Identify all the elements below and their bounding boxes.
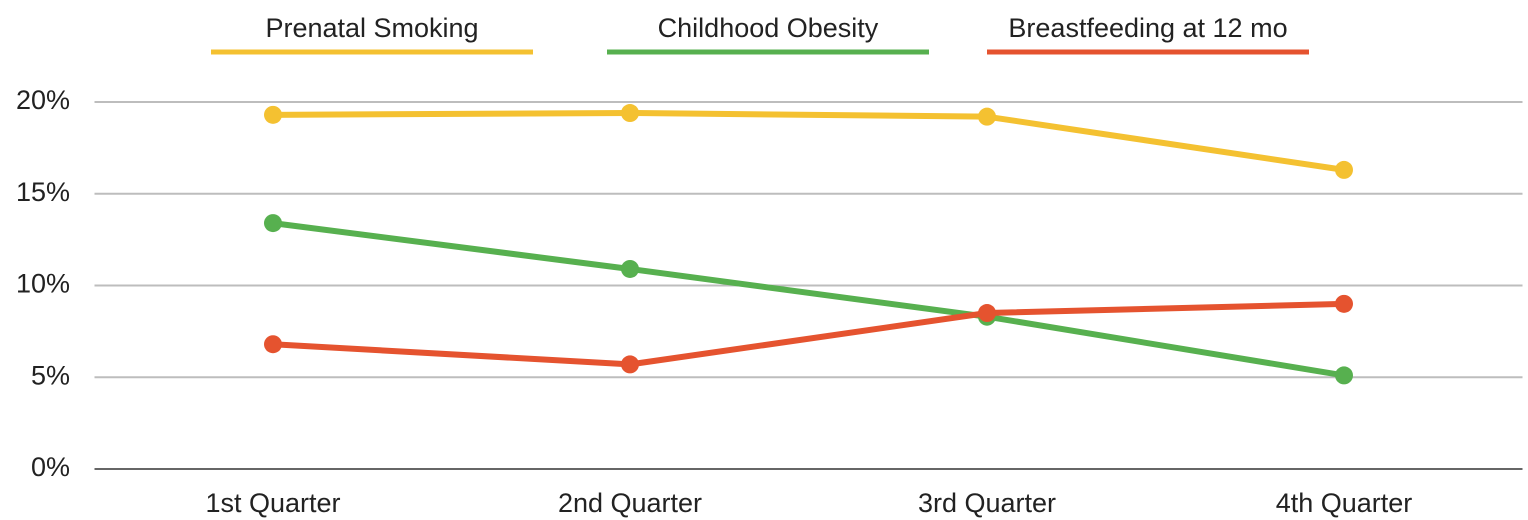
data-point: [978, 107, 996, 126]
data-point: [1335, 160, 1353, 179]
data-point: [621, 104, 639, 123]
data-point: [1335, 294, 1353, 313]
y-tick-label: 10%: [16, 269, 70, 299]
x-tick-label: 1st Quarter: [205, 488, 340, 518]
data-point: [264, 335, 282, 354]
data-point: [621, 355, 639, 374]
series-line: [272, 300, 1345, 368]
legend-label: Childhood Obesity: [658, 13, 879, 43]
legend-label: Breastfeeding at 12 mo: [1008, 13, 1287, 43]
series-line: [272, 110, 1345, 173]
data-point: [978, 304, 996, 323]
data-point: [264, 214, 282, 233]
series-line: [272, 220, 1345, 379]
x-tick-label: 3rd Quarter: [918, 488, 1056, 518]
y-tick-label: 5%: [31, 360, 70, 390]
data-point: [621, 259, 639, 278]
x-tick-label: 4th Quarter: [1276, 488, 1413, 518]
data-point: [264, 105, 282, 124]
y-tick-label: 20%: [16, 85, 70, 115]
y-tick-label: 15%: [16, 177, 70, 207]
data-point: [1335, 366, 1353, 385]
legend-label: Prenatal Smoking: [265, 13, 478, 43]
y-tick-label: 0%: [31, 452, 70, 482]
x-tick-label: 2nd Quarter: [558, 488, 702, 518]
